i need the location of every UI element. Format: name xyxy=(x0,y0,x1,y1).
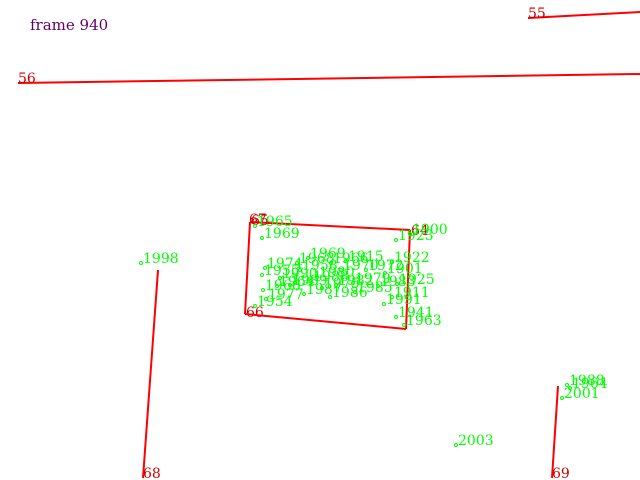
tracked-point-marker xyxy=(390,260,394,264)
tracked-point-label: 1983 xyxy=(380,274,416,290)
tracked-point-label: 1969 xyxy=(310,246,346,262)
tracked-point-marker xyxy=(394,238,398,242)
line-segment-56 xyxy=(17,73,640,84)
tracked-point-marker xyxy=(376,284,380,288)
tracked-point-label: 1958 xyxy=(302,258,338,274)
tracked-point-marker xyxy=(568,386,572,390)
tracked-point-label: 1988 xyxy=(569,373,605,389)
tracked-point-marker xyxy=(264,297,268,301)
tracked-point-marker xyxy=(260,273,264,277)
tracked-point-marker xyxy=(408,232,412,236)
tracked-point-marker xyxy=(565,383,569,387)
tracked-point-marker xyxy=(382,302,386,306)
tracked-point-marker xyxy=(139,261,143,265)
tracked-point-label: 1955 xyxy=(264,263,300,279)
tracked-point-marker xyxy=(383,271,387,275)
tracked-point-label: 2003 xyxy=(458,433,494,449)
tracked-point-marker xyxy=(344,259,348,263)
tracked-point-label: 1982 xyxy=(338,273,374,289)
line-segment-65 xyxy=(244,313,407,330)
tracked-point-label: 1915 xyxy=(348,249,384,265)
line-segment-69 xyxy=(551,385,559,479)
tracked-point-marker xyxy=(395,282,399,286)
tracked-point-label: 1988 xyxy=(313,269,349,285)
tracked-point-marker xyxy=(339,268,343,272)
line-label-64: 64 xyxy=(411,223,429,239)
line-label-67: 67 xyxy=(249,212,267,228)
tracked-point-marker xyxy=(261,288,265,292)
tracked-point-label: 1970 xyxy=(343,258,379,274)
tracked-point-label: 1966 xyxy=(333,251,369,267)
tracked-point-marker xyxy=(402,323,406,327)
tracked-point-label: 1911 xyxy=(394,285,430,301)
tracked-point-label: 2001 xyxy=(564,386,600,402)
tracked-point-label: 1968 xyxy=(299,251,335,267)
tracked-point-marker xyxy=(364,268,368,272)
tracked-point-label: 1990 xyxy=(282,266,318,282)
tracked-point-label: 1965 xyxy=(257,214,293,230)
line-segment-64 xyxy=(405,229,411,330)
tracked-point-label: 1985 xyxy=(357,280,393,296)
tracked-point-label: 1998 xyxy=(143,251,179,267)
tracked-point-label: 1974 xyxy=(267,256,303,272)
tracked-point-label: 1969 xyxy=(264,226,300,242)
tracked-point-label: 1964 xyxy=(279,274,315,290)
tracked-point-marker xyxy=(306,256,310,260)
tracked-point-marker xyxy=(295,261,299,265)
tracked-point-label: 1986 xyxy=(332,285,368,301)
line-label-69: 69 xyxy=(552,466,570,480)
tracked-point-label: 1922 xyxy=(394,250,430,266)
tracked-point-marker xyxy=(390,295,394,299)
line-label-68: 68 xyxy=(143,466,161,480)
tracked-point-label: 1977 xyxy=(268,287,304,303)
tracked-point-label: 1900 xyxy=(412,222,448,238)
line-segment-66 xyxy=(244,221,251,315)
tracked-point-marker xyxy=(334,283,338,287)
frame-counter-label: frame 940 xyxy=(30,16,109,34)
tracked-point-label: 1923 xyxy=(398,228,434,244)
tracked-point-marker xyxy=(253,304,257,308)
line-segment-55 xyxy=(527,11,640,19)
line-label-56: 56 xyxy=(18,71,36,87)
tracked-point-marker xyxy=(302,292,306,296)
tracked-point-marker xyxy=(394,315,398,319)
tracked-point-marker xyxy=(351,281,355,285)
tracked-point-marker xyxy=(260,236,264,240)
tracked-point-label: 1979 xyxy=(355,271,391,287)
tracked-point-label: 1972 xyxy=(368,258,404,274)
tracked-point-marker xyxy=(560,396,564,400)
tracked-point-marker xyxy=(329,261,333,265)
tracked-point-label: 1964 xyxy=(572,376,608,392)
tracked-point-marker xyxy=(353,290,357,294)
tracked-point-marker xyxy=(320,286,324,290)
line-segment-68 xyxy=(142,269,159,479)
tracked-point-label: 1925 xyxy=(399,272,435,288)
line-label-55: 55 xyxy=(528,6,546,22)
tracked-point-marker xyxy=(275,284,279,288)
tracked-point-label: 1963 xyxy=(406,313,442,329)
tracked-point-marker xyxy=(315,275,319,279)
tracked-point-label: 1941 xyxy=(398,305,434,321)
line-segment-67 xyxy=(249,221,411,231)
tracked-point-label: 1991 xyxy=(386,292,422,308)
tracked-point-marker xyxy=(454,443,458,447)
tracked-point-label: 1980 xyxy=(319,265,355,281)
tracked-point-label: 1987 xyxy=(306,282,342,298)
tracked-point-marker xyxy=(263,266,267,270)
tracked-point-marker xyxy=(288,283,292,287)
tracked-point-marker xyxy=(253,224,257,228)
tracked-point-marker xyxy=(278,276,282,280)
tracked-point-marker xyxy=(309,279,313,283)
tracked-point-marker xyxy=(328,295,332,299)
line-label-66: 66 xyxy=(246,305,264,321)
tracked-point-marker xyxy=(298,268,302,272)
tracked-point-label: 1966 xyxy=(265,278,301,294)
tracked-point-label: 1901 xyxy=(387,261,423,277)
tracked-point-label: 1975 xyxy=(324,276,360,292)
